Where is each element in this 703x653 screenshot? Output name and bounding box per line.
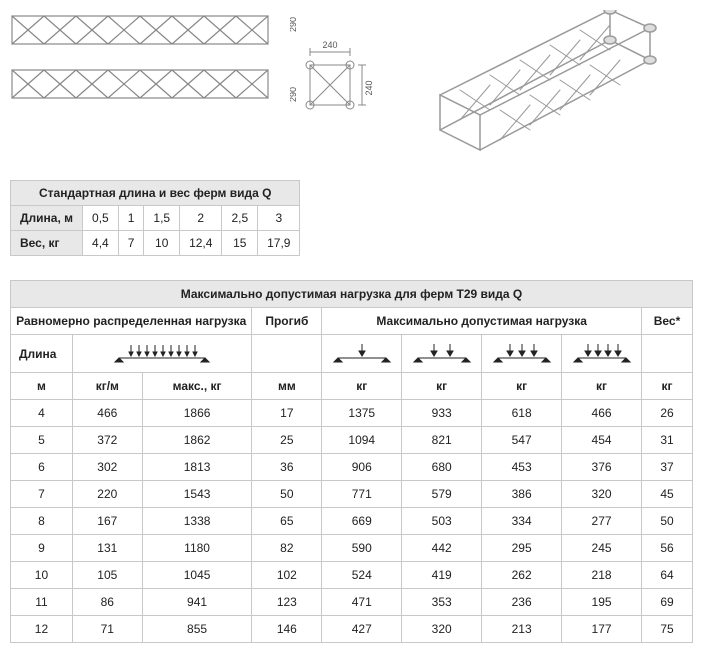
table-row: 118694112347135323619569 — [11, 589, 693, 616]
table-row: 913111808259044229524556 — [11, 535, 693, 562]
cross-section: 240 240 290 290 — [290, 10, 380, 130]
small-row-weight: Вес, кг 4,4 7 10 12,4 15 17,9 — [11, 231, 300, 256]
truss-side-1 — [10, 10, 270, 50]
table-row: 127185514642732021317775 — [11, 616, 693, 643]
truss-3d — [400, 10, 680, 160]
table-row: 4466186617137593361846626 — [11, 400, 693, 427]
truss-side-2 — [10, 64, 270, 104]
table-row: 630218133690668045337637 — [11, 454, 693, 481]
dim-290b: 290 — [290, 87, 298, 102]
table-row: 722015435077157938632045 — [11, 481, 693, 508]
p3-icon — [482, 335, 562, 373]
diagram-row: 240 240 290 290 — [10, 10, 693, 160]
small-table: Стандартная длина и вес ферм вида Q Длин… — [10, 180, 300, 256]
load-table: Максимально допустимая нагрузка для ферм… — [10, 280, 693, 643]
small-table-title: Стандартная длина и вес ферм вида Q — [11, 181, 300, 206]
p2-icon — [402, 335, 482, 373]
table-row: 10105104510252441926221864 — [11, 562, 693, 589]
dim-width: 240 — [322, 40, 337, 50]
big-title: Максимально допустимая нагрузка для ферм… — [11, 281, 693, 308]
udl-icon — [72, 335, 252, 373]
table-row: 816713386566950333427750 — [11, 508, 693, 535]
table-row: 5372186225109482154745431 — [11, 427, 693, 454]
p4-icon — [562, 335, 642, 373]
dim-height: 240 — [364, 80, 374, 95]
side-views — [10, 10, 270, 104]
dim-290a: 290 — [290, 17, 298, 32]
p1-icon — [322, 335, 402, 373]
small-row-len: Длина, м 0,5 1 1,5 2 2,5 3 — [11, 206, 300, 231]
